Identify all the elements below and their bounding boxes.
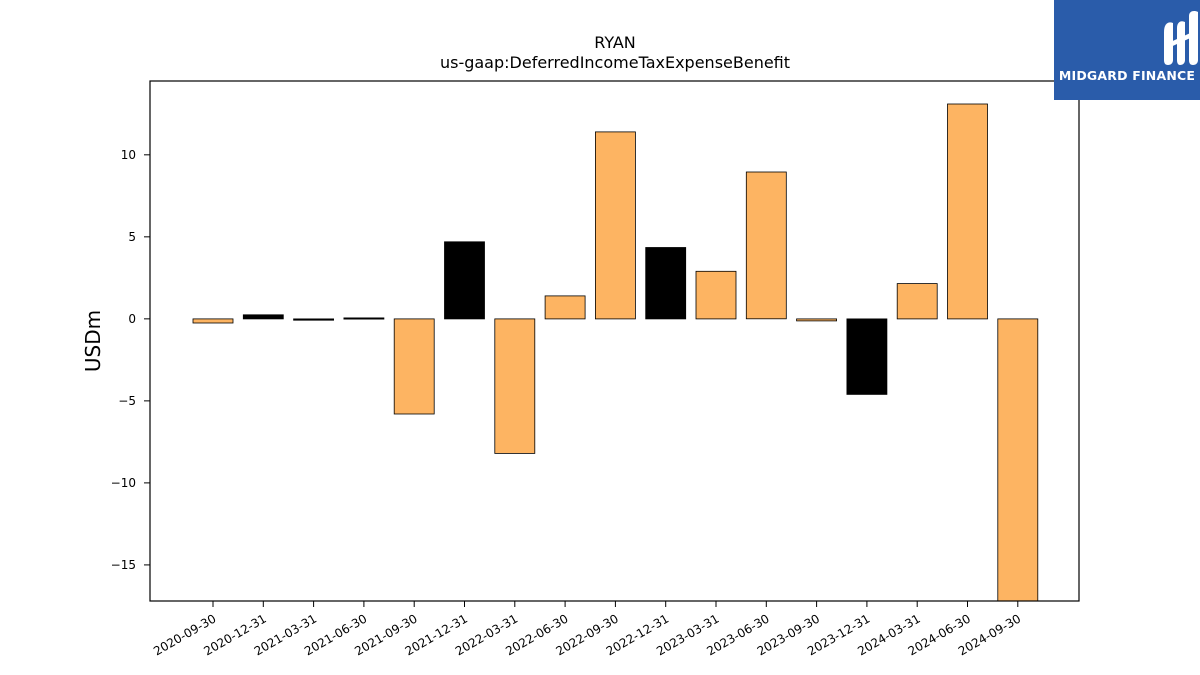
midgard-logo-icon	[1164, 11, 1198, 65]
y-tick-label: −5	[118, 394, 136, 408]
plot-frame	[149, 80, 1080, 602]
x-axis: 2020-09-302020-12-312021-03-312021-06-30…	[151, 601, 1023, 658]
bar-2023-06-30	[745, 171, 787, 320]
bar-2023-09-30	[796, 318, 837, 322]
y-tick-label: −10	[111, 476, 136, 490]
y-axis: −15 −10 −5 0 5 10	[111, 148, 150, 572]
bar-2021-06-30	[343, 317, 385, 320]
bar-2022-12-31	[645, 247, 687, 320]
bar-2020-12-31	[242, 314, 284, 320]
y-tick-label: 5	[128, 230, 136, 244]
bars-layer	[192, 103, 1039, 602]
bar-2021-09-30	[393, 318, 435, 415]
y-axis-label: USDm	[81, 310, 105, 372]
bar-2022-03-31	[494, 318, 536, 454]
y-tick-label: 10	[121, 148, 136, 162]
chart-title: RYAN	[594, 33, 636, 52]
y-tick-label: −15	[111, 558, 136, 572]
bar-2024-09-30	[997, 318, 1039, 602]
bar-2024-03-31	[896, 283, 938, 320]
bar-2023-03-31	[695, 270, 737, 320]
bar-2020-09-30	[192, 318, 234, 324]
midgard-finance-logo: MIDGARD FINANCE	[1054, 0, 1200, 100]
logo-text: MIDGARD FINANCE	[1058, 68, 1196, 83]
bar-2021-12-31	[444, 241, 485, 320]
bar-2022-09-30	[595, 131, 636, 320]
bar-2022-06-30	[544, 295, 586, 320]
chart-subtitle: us-gaap:DeferredIncomeTaxExpenseBenefit	[440, 53, 790, 72]
bar-2021-03-31	[293, 318, 335, 321]
bar-2023-12-31	[846, 318, 888, 395]
y-tick-label: 0	[128, 312, 136, 326]
bar-2024-06-30	[947, 103, 988, 320]
